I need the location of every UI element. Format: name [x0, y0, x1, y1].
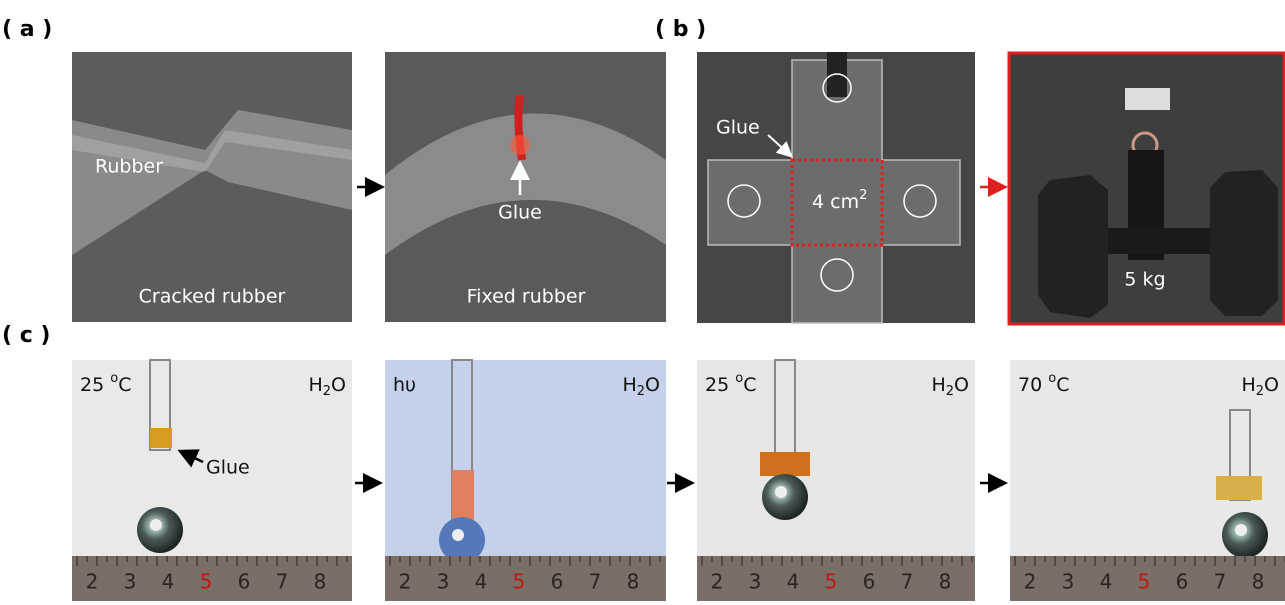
- ruler-number: 2: [1024, 570, 1037, 594]
- weight-label: 5 kg: [1124, 269, 1165, 291]
- ruler-number: 7: [589, 570, 602, 594]
- caption: Cracked rubber: [139, 286, 286, 308]
- photo-fixed-rubber: Glue Fixed rubber: [385, 52, 666, 322]
- condition-label: 25 oC: [705, 371, 756, 396]
- ruler-number: 5: [1138, 570, 1151, 594]
- label: Glue: [498, 202, 542, 224]
- ruler-number: 8: [314, 570, 327, 594]
- ruler-number: 4: [162, 570, 175, 594]
- ruler-number: 4: [787, 570, 800, 594]
- panel-label: ( c ): [2, 323, 50, 348]
- ruler-number: 6: [551, 570, 564, 594]
- condition-label: hυ: [393, 374, 416, 396]
- label: Glue: [716, 117, 760, 139]
- condition-label: 25 oC: [80, 371, 131, 396]
- ruler-number: 3: [1062, 570, 1075, 594]
- photo-cracked-rubber: Rubber Cracked rubber: [72, 52, 352, 322]
- photo-dumbbell: 5 kg: [1007, 51, 1285, 326]
- ruler-number: 6: [1176, 570, 1189, 594]
- ruler-number: 7: [1214, 570, 1227, 594]
- label: Rubber: [95, 156, 163, 178]
- label: Glue: [206, 457, 250, 479]
- photo-panel: 2 3 4 5 6 7 8 25 oC H2O Glue: [72, 359, 352, 601]
- ruler-number: 2: [711, 570, 724, 594]
- ruler-number: 3: [749, 570, 762, 594]
- ruler-number: 8: [627, 570, 640, 594]
- ruler-number: 7: [276, 570, 289, 594]
- ruler-number: 5: [825, 570, 838, 594]
- condition-label: H2O: [622, 374, 660, 399]
- ruler-number: 3: [124, 570, 137, 594]
- ruler-number: 5: [513, 570, 526, 594]
- condition-label: H2O: [931, 374, 969, 399]
- ruler-number: 3: [437, 570, 450, 594]
- ruler-number: 4: [1100, 570, 1113, 594]
- caption: Fixed rubber: [467, 286, 586, 308]
- condition-label: H2O: [308, 374, 346, 399]
- condition-label: H2O: [1241, 374, 1279, 399]
- panel-label: ( a ): [2, 17, 52, 42]
- ruler-number: 5: [200, 570, 213, 594]
- ruler-number: 6: [863, 570, 876, 594]
- panel-label: ( b ): [655, 17, 706, 42]
- ruler-number: 8: [939, 570, 952, 594]
- photo-panel: 2 3 4 5 6 7 8 hυ H2O: [385, 359, 666, 601]
- ruler-number: 6: [238, 570, 251, 594]
- ruler-number: 8: [1252, 570, 1265, 594]
- ruler-number: 2: [86, 570, 99, 594]
- ruler-number: 4: [475, 570, 488, 594]
- ruler-number: 7: [901, 570, 914, 594]
- photo-panel: 2 3 4 5 6 7 8 25 oC H2O: [697, 359, 975, 601]
- photo-panel: 2 3 4 5 6 7 8 70 oC H2O: [1010, 360, 1285, 601]
- area-label: 4 cm2: [812, 188, 867, 213]
- condition-label: 70 oC: [1018, 371, 1069, 396]
- ruler-number: 2: [399, 570, 412, 594]
- photo-lap-shear: Glue 4 cm2: [697, 52, 975, 324]
